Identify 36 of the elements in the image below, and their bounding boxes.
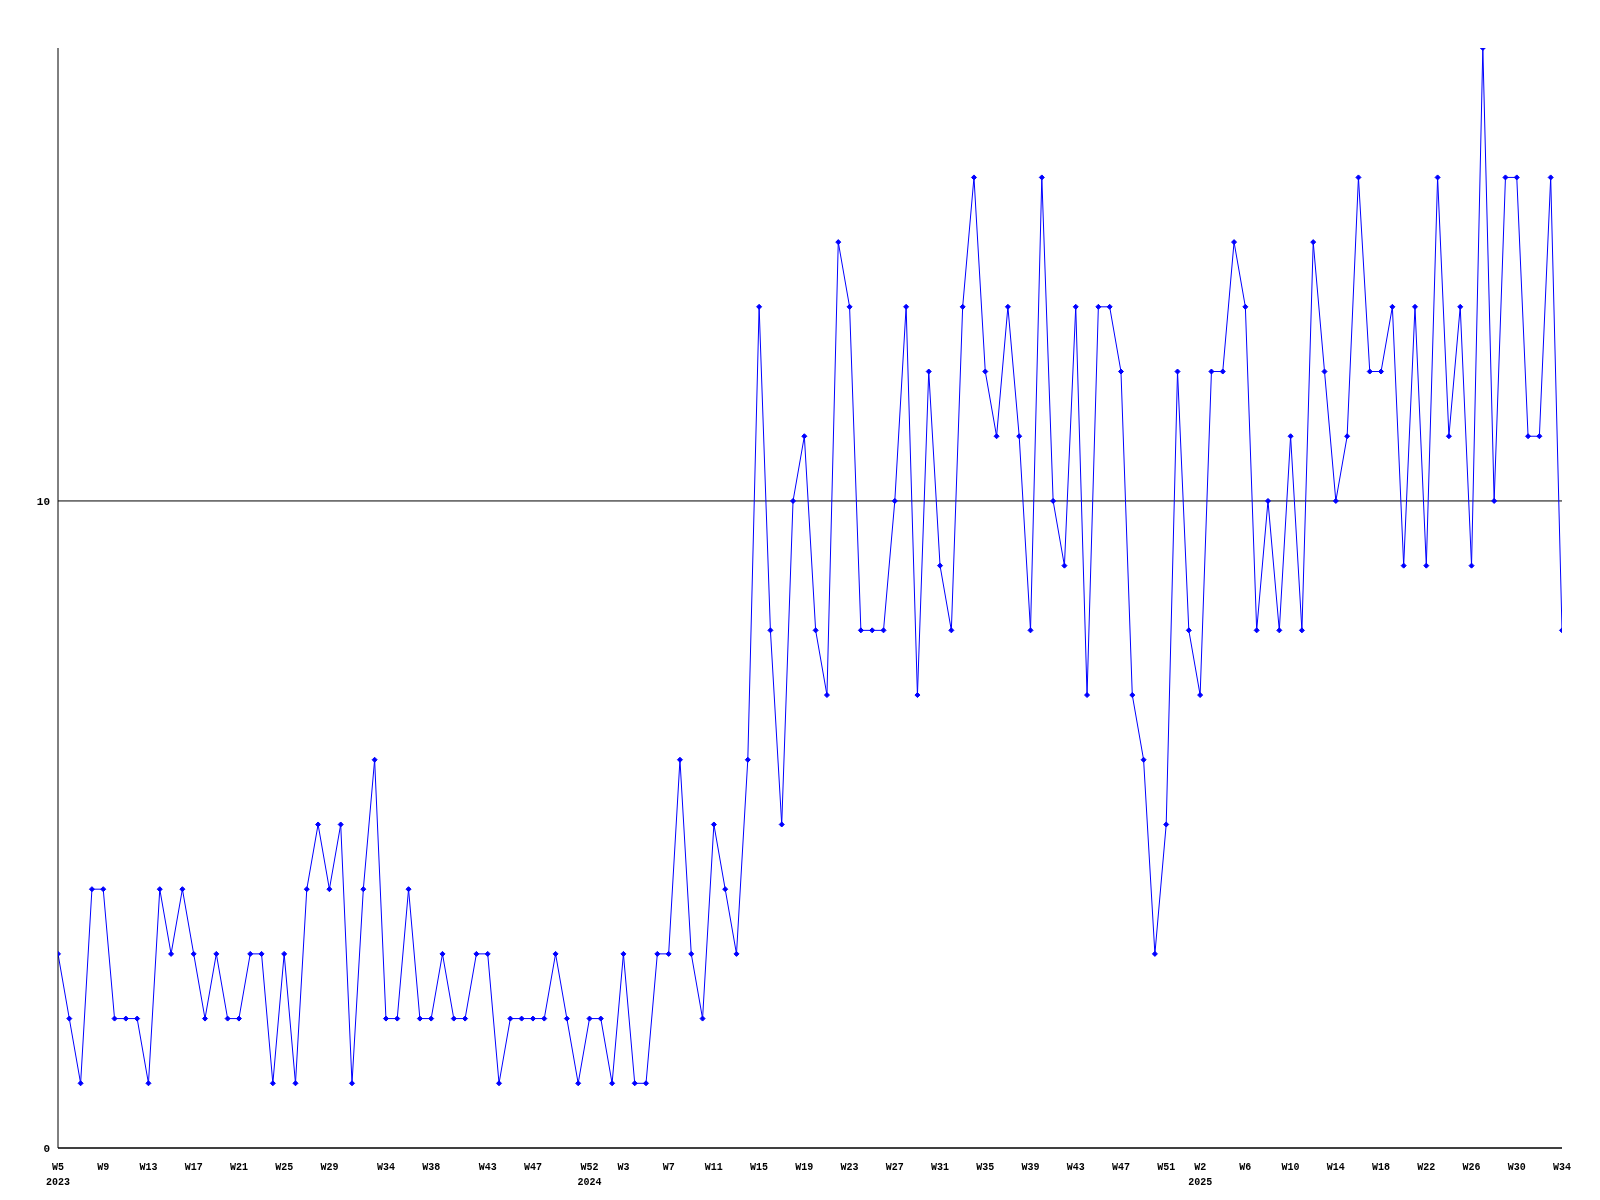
x-tick-label: W5 2023 (45, 1162, 71, 1188)
x-tick-label: W7 (662, 1162, 675, 1173)
x-tick-label: W9 (97, 1162, 110, 1173)
x-tick-label: W51 (1157, 1162, 1176, 1173)
x-tick-label: W39 (1021, 1162, 1040, 1173)
x-tick-label: W47 (1111, 1162, 1130, 1173)
x-tick-label: W3 (617, 1162, 630, 1173)
x-tick-label: W52 2024 (577, 1162, 602, 1188)
x-tick-label: W29 (320, 1162, 339, 1173)
x-tick-label: W27 (885, 1162, 904, 1173)
x-tick-label: W35 (976, 1162, 995, 1173)
x-tick-label: W26 (1462, 1162, 1481, 1173)
x-tick-label: W13 (139, 1162, 158, 1173)
x-tick-label: W14 (1326, 1162, 1345, 1173)
x-tick-label: W10 (1281, 1162, 1300, 1173)
x-tick-label: W30 (1507, 1162, 1526, 1173)
x-tick-label: W47 (523, 1162, 542, 1173)
x-tick-label: W34 (376, 1162, 395, 1173)
x-tick-label: W21 (229, 1162, 248, 1173)
x-tick-label: W6 (1239, 1162, 1252, 1173)
x-tick-label: W11 (704, 1162, 723, 1173)
x-tick-label: W38 (422, 1162, 441, 1173)
x-tick-label: W23 (840, 1162, 859, 1173)
x-tick-label: W19 (795, 1162, 814, 1173)
y-tick-label: 0 (43, 1142, 50, 1155)
x-tick-label: W2 2025 (1188, 1162, 1213, 1188)
x-tick-label: W43 (1066, 1162, 1085, 1173)
x-tick-label: W43 (478, 1162, 497, 1173)
x-tick-label: W17 (184, 1162, 203, 1173)
y-tick-label: 10 (36, 495, 50, 508)
x-tick-label: W34 (1552, 1162, 1572, 1173)
x-tick-label: W18 (1372, 1162, 1391, 1173)
x-tick-label: W22 (1417, 1162, 1436, 1173)
x-tick-label: W15 (750, 1162, 769, 1173)
x-tick-label: W25 (275, 1162, 294, 1173)
x-tick-label: W31 (931, 1162, 950, 1173)
